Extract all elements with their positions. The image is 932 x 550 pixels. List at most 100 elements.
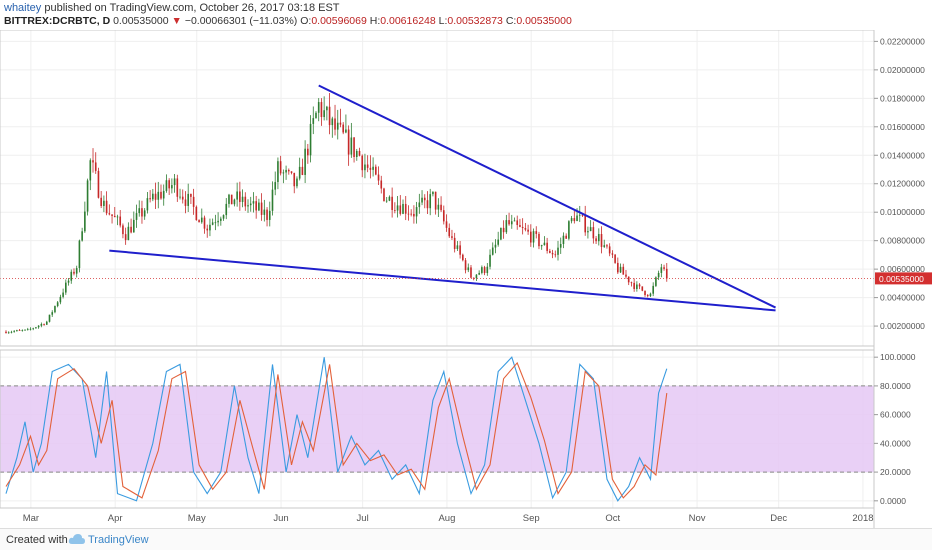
price-tick-label: 0.00800000	[880, 236, 925, 246]
candle-body	[13, 331, 15, 332]
price-tick-label: 0.01000000	[880, 207, 925, 217]
candle-body	[26, 329, 29, 330]
tradingview-logo-text[interactable]: TradingView	[88, 534, 149, 546]
candle-body	[29, 328, 32, 330]
upper-trendline	[318, 84, 776, 309]
candle-body	[415, 207, 418, 217]
candle-body	[315, 112, 317, 119]
candle-body	[407, 213, 410, 215]
candle-body	[97, 170, 100, 198]
candle-body	[225, 203, 228, 216]
tradingview-cloud-icon	[68, 534, 85, 544]
price-tick-label: 0.01200000	[880, 179, 925, 189]
candle-body	[540, 245, 543, 247]
candle-body	[21, 330, 24, 331]
candle-body	[396, 205, 399, 211]
candle-body	[510, 221, 513, 225]
candle-body	[497, 239, 499, 245]
candle-body	[336, 122, 339, 130]
candle-body	[173, 178, 176, 186]
candle-body	[358, 150, 361, 156]
candle-body	[18, 330, 21, 331]
stoch-tick-label: 80.0000	[880, 381, 911, 391]
candle-body	[86, 180, 89, 212]
candle-body	[565, 235, 567, 239]
stoch-lines	[5, 356, 668, 502]
candle-body	[331, 118, 334, 126]
price-change: −0.00066301 (−11.03%)	[184, 15, 298, 27]
close-value: 0.00535000	[516, 15, 572, 27]
candle-body	[236, 191, 238, 200]
candle-body	[290, 171, 293, 173]
low-label: L:	[438, 15, 448, 27]
stoch-k-line	[5, 356, 668, 502]
candle-body	[89, 160, 92, 181]
candles	[5, 93, 668, 334]
candle-body	[606, 245, 608, 247]
candle-body	[529, 231, 532, 243]
candle-body	[334, 118, 336, 130]
candle-body	[603, 245, 606, 247]
candle-body	[130, 226, 132, 233]
price-axis[interactable]: 0.00200000 0.00400000 0.00600000 0.00800000…	[874, 36, 925, 331]
candle-body	[124, 234, 127, 241]
candle-body	[241, 196, 244, 202]
candle-body	[573, 218, 576, 222]
candle-body	[59, 296, 62, 303]
candle-body	[149, 198, 151, 200]
candle-body	[532, 231, 535, 243]
candle-body	[154, 193, 157, 200]
candle-body	[203, 217, 206, 229]
candle-body	[391, 196, 393, 211]
time-tick-label: Oct	[605, 513, 620, 524]
candle-body	[491, 247, 494, 255]
candle-body	[268, 210, 271, 220]
candle-body	[636, 284, 638, 289]
candle-body	[81, 231, 83, 241]
candle-body	[160, 191, 162, 199]
candle-body	[557, 247, 559, 255]
stoch-band-fill	[0, 385, 874, 473]
candle-body	[568, 221, 570, 239]
candle-body	[184, 199, 187, 206]
candle-body	[342, 124, 345, 133]
candle-body	[37, 325, 40, 328]
chart-canvas[interactable]: 0.00200000 0.00400000 0.00600000 0.00800000…	[0, 30, 932, 528]
candle-body	[317, 102, 320, 113]
candle-body	[456, 245, 459, 249]
stoch-axis[interactable]: 0.0000 20.0000 40.0000 60.0000 80.0000 100.00…	[874, 352, 916, 506]
price-grid	[0, 30, 874, 346]
candle-body	[247, 205, 249, 207]
candle-body	[146, 198, 149, 211]
candle-body	[296, 178, 298, 187]
candle-body	[527, 229, 529, 232]
author-link[interactable]: whaitey	[4, 2, 42, 14]
candle-body	[502, 227, 505, 233]
candle-body	[5, 331, 7, 334]
price-tick-label: 0.00600000	[880, 264, 925, 274]
trendlines[interactable]	[109, 84, 776, 312]
candle-body	[554, 254, 557, 256]
candle-body	[214, 222, 217, 224]
candle-body	[434, 191, 437, 210]
candle-body	[413, 213, 415, 217]
symbol-label[interactable]: BITTREX:DCRBTC, D	[4, 15, 111, 27]
candle-body	[103, 200, 105, 206]
candle-body	[24, 329, 26, 331]
candle-body	[467, 267, 470, 271]
candle-body	[464, 260, 467, 271]
candle-body	[200, 217, 203, 223]
time-tick-label: 2018	[852, 513, 873, 524]
candle-body	[587, 231, 589, 233]
price-tick-label: 0.01800000	[880, 93, 925, 103]
candle-body	[277, 161, 279, 183]
candle-body	[404, 203, 407, 214]
price-tick-label: 0.02200000	[880, 36, 925, 46]
candle-body	[608, 246, 611, 254]
time-axis[interactable]: Mar Apr May Jun Jul Aug Sep Oct Nov Dec 2018	[23, 513, 874, 524]
candle-body	[380, 180, 383, 189]
candle-body	[549, 250, 551, 253]
candle-body	[312, 118, 315, 124]
candle-body	[198, 220, 200, 223]
time-tick-label: Apr	[108, 513, 123, 524]
